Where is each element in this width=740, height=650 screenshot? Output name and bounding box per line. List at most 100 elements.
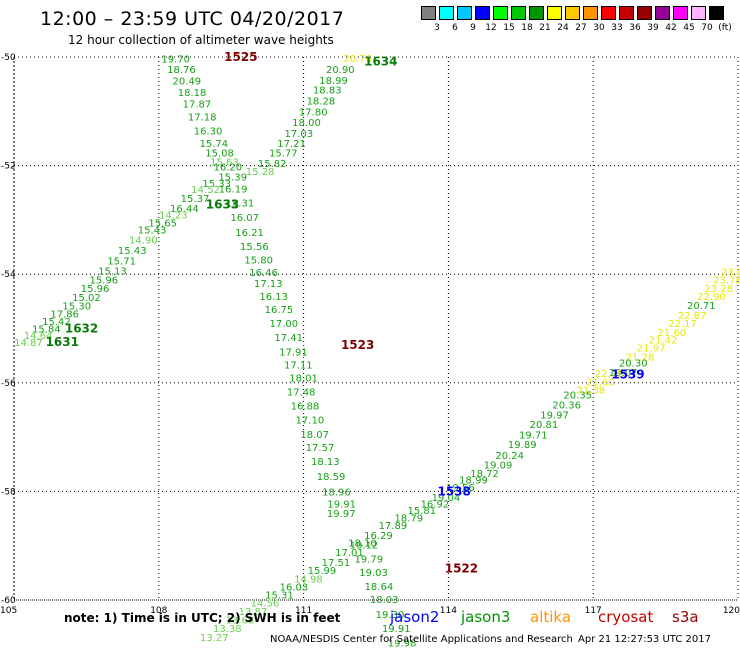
color-scale-value: 36: [629, 23, 641, 33]
track-labels: 1525152315221634163316321631153915381537…: [46, 50, 645, 576]
swh-value-label: 17.11: [284, 360, 313, 371]
swh-value-label: 15.65: [148, 219, 177, 230]
swh-value-label: 17.13: [254, 279, 283, 290]
swh-value-label: 15.77: [269, 149, 298, 160]
x-tick-label: 105: [0, 606, 17, 616]
color-swatch: [439, 6, 454, 20]
track-id-label: 1632: [65, 322, 98, 336]
swh-value-label: 18.76: [167, 65, 196, 76]
color-scale-value: 6: [452, 23, 458, 33]
swh-value-label: 17.18: [188, 113, 217, 124]
swh-value-label: 17.86: [50, 309, 79, 320]
satellite-legend-item: jason2: [390, 608, 440, 626]
swh-value-label: 21.97: [637, 344, 666, 355]
swh-value-label: 15.43: [138, 226, 167, 237]
swh-value-label: 15.08: [205, 149, 234, 160]
swh-value-label: 20.49: [172, 76, 201, 87]
chart-axes: 105 108 111 114 117 120 -50 -52 -54 -56 -58 -60: [0, 53, 740, 616]
swh-value-label: 19.30: [376, 610, 405, 621]
color-swatch: [709, 6, 724, 20]
swh-value-label: 17.87: [183, 100, 212, 111]
swh-value-label: 17.10: [296, 416, 325, 427]
swh-value-label: 19.97: [327, 509, 356, 520]
swh-value-label: 20.24: [495, 451, 524, 462]
satellite-legend-item: altika: [530, 608, 572, 626]
track-id-label: 1631: [46, 335, 79, 349]
swh-value-label: 18.00: [292, 118, 321, 129]
swh-value-label: 21.38: [576, 385, 605, 396]
swh-value-label: 22.87: [678, 311, 707, 322]
x-tick-label: 108: [150, 606, 167, 616]
swh-value-label: 15.74: [200, 139, 229, 150]
plot-frame: [13, 56, 739, 601]
swh-value-label: 23.28: [704, 284, 733, 295]
x-tick-label: 120: [723, 606, 740, 616]
swh-value-label: 15.02: [72, 293, 101, 304]
color-scale-value: 3: [434, 23, 440, 33]
swh-value-label: 18.79: [395, 513, 424, 524]
track-id-label: 1523: [341, 338, 374, 352]
swh-value-label: 16.13: [259, 292, 288, 303]
swh-value-label: 15.13: [98, 266, 127, 277]
page-subtitle: 12 hour collection of altimeter wave hei…: [68, 33, 334, 47]
footnote: note: 1) Time is in UTC; 2) SWH is in fe…: [64, 611, 341, 625]
swh-value-label: 13.27: [200, 633, 229, 644]
swh-value-label: 15.42: [42, 317, 71, 328]
color-swatch: [565, 6, 580, 20]
satellite-legend-item: jason3: [461, 608, 511, 626]
track-id-label: 1538: [437, 484, 470, 498]
swh-value-label: 21.28: [626, 353, 655, 364]
swh-value-label: 14.90: [129, 235, 158, 246]
swh-value-label: 16.44: [170, 204, 199, 215]
swh-value-label: 19.70: [161, 55, 190, 66]
swh-value-label: 16.21: [235, 228, 264, 239]
swh-value-label: 14.64: [24, 331, 53, 342]
swh-value-label: 17.21: [277, 139, 306, 150]
swh-value-label: 19.09: [484, 460, 513, 471]
color-scale-value: 9: [470, 23, 476, 33]
swh-value-label: 19.97: [540, 410, 569, 421]
swh-value-label: 18.99: [319, 76, 348, 87]
swh-value-label: 19.07: [609, 368, 638, 379]
page-title: 12:00 – 23:59 UTC 04/20/2017: [40, 8, 345, 30]
color-swatch: [691, 6, 706, 20]
swh-value-label: 20.30: [619, 359, 648, 370]
swh-value-label: 16.75: [265, 305, 294, 316]
swh-value-label: 15.63: [210, 157, 239, 168]
y-tick-label: -56: [1, 379, 16, 389]
track-id-label: 1525: [224, 50, 257, 64]
color-swatch: [493, 6, 508, 20]
swh-value-label: 15.82: [258, 159, 287, 170]
swh-value-label: 18.59: [317, 472, 346, 483]
swh-value-label: 20.35: [563, 391, 592, 402]
color-swatch: [457, 6, 472, 20]
swh-value-label: 19.12: [350, 541, 379, 552]
swh-value-label: 18.03: [370, 595, 399, 606]
swh-value-label: 19.89: [508, 440, 537, 451]
color-swatch: [601, 6, 616, 20]
color-scale-value: 42: [665, 23, 677, 33]
y-tick-label: -52: [1, 162, 16, 172]
color-swatch: [655, 6, 670, 20]
satellite-legend-item: s3a: [672, 608, 699, 626]
swh-value-label: 13.38: [213, 624, 242, 635]
swh-value-label: 22.17: [668, 319, 697, 330]
color-scale-value: 70: [701, 23, 713, 33]
swh-value-label: 15.84: [32, 325, 61, 336]
swh-value-label: 21.42: [649, 335, 678, 346]
swh-value-label: 15.56: [240, 242, 269, 253]
swh-value-label: 17.41: [274, 333, 303, 344]
swh-value-label: 23.78: [713, 276, 740, 287]
swh-value-label: 15.31: [226, 199, 255, 210]
swh-value-label: 19.91: [382, 624, 411, 635]
swh-value-label: 18.10: [348, 538, 377, 549]
swh-value-label: 17.80: [299, 107, 328, 118]
y-tick-label: -58: [1, 487, 16, 497]
swh-value-label: 18.01: [289, 373, 318, 384]
color-scale-value: 24: [557, 23, 569, 33]
swh-value-label: 18.07: [300, 430, 329, 441]
swh-value-label: 16.29: [364, 531, 393, 542]
